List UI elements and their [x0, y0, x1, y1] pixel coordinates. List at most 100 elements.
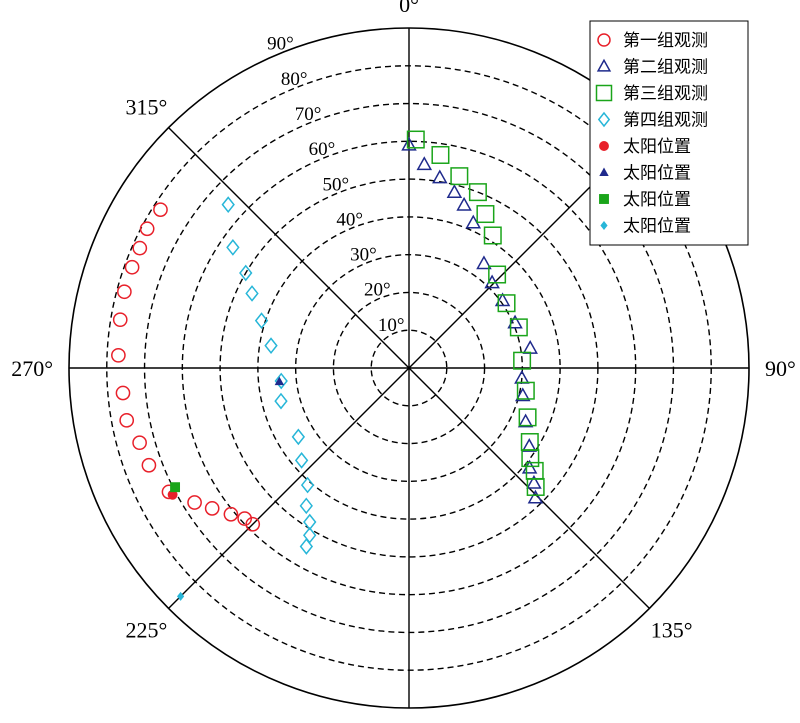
data-point	[517, 413, 534, 428]
data-point	[521, 449, 540, 468]
series-5	[274, 376, 285, 386]
data-point	[226, 239, 240, 256]
data-point	[401, 136, 417, 151]
data-point	[124, 259, 140, 275]
data-point	[497, 294, 516, 313]
legend-label: 太阳位置	[623, 217, 691, 237]
data-point	[223, 506, 239, 522]
data-point	[204, 501, 220, 516]
series-4	[167, 489, 178, 500]
data-point	[115, 385, 131, 401]
series-1	[401, 136, 544, 504]
data-point	[117, 284, 132, 300]
data-point	[239, 264, 253, 282]
data-points	[111, 130, 545, 601]
radial-tick-label: 80°	[281, 69, 308, 90]
data-point	[254, 312, 269, 330]
data-point	[132, 435, 147, 451]
radial-tick-label: 10°	[378, 315, 405, 336]
legend-marker	[599, 167, 609, 176]
data-point	[291, 428, 306, 446]
data-point	[507, 314, 523, 329]
radial-tick-label: 50°	[322, 174, 349, 195]
data-point	[416, 156, 433, 171]
data-point	[406, 130, 425, 149]
radial-tick-label: 30°	[350, 245, 377, 266]
angle-label-225: 225°	[125, 618, 167, 643]
data-point	[294, 452, 309, 469]
legend-marker	[597, 111, 611, 128]
data-point	[153, 202, 168, 218]
data-point	[516, 381, 535, 400]
data-point	[112, 312, 128, 328]
data-point	[521, 438, 538, 452]
series-7	[177, 591, 185, 601]
data-point	[170, 482, 181, 493]
data-point	[522, 340, 538, 354]
data-point	[264, 337, 278, 355]
data-point	[274, 372, 288, 390]
legend-label: 第一组观测	[623, 31, 708, 51]
angle-label-135: 135°	[651, 618, 693, 643]
data-point	[274, 392, 288, 410]
data-point	[303, 513, 317, 531]
data-point	[221, 196, 235, 213]
spoke-line	[168, 127, 410, 369]
legend-label: 太阳位置	[623, 190, 691, 210]
data-point	[274, 376, 285, 386]
legend-marker	[599, 194, 609, 204]
legend-label: 太阳位置	[623, 137, 691, 157]
data-point	[476, 205, 495, 224]
data-point	[139, 221, 155, 237]
spoke-line	[168, 367, 410, 609]
data-point	[132, 240, 148, 256]
data-point	[141, 457, 157, 473]
data-point	[299, 497, 313, 515]
legend-label: 第二组观测	[623, 58, 708, 78]
series-0	[111, 202, 261, 532]
angular-tick-labels: 0°90°135°180°225°270°315°	[11, 0, 796, 643]
data-point	[431, 145, 450, 164]
data-point	[446, 184, 463, 198]
data-point	[177, 591, 185, 601]
data-point	[518, 408, 537, 427]
data-point	[187, 495, 202, 510]
data-point	[245, 285, 259, 302]
data-point	[515, 387, 531, 402]
data-point	[468, 183, 487, 202]
data-point	[509, 318, 528, 337]
series-3	[221, 196, 317, 555]
legend-marker	[595, 84, 613, 102]
legend-box	[589, 20, 749, 246]
radial-tick-labels: 10° 20° 30° 40° 50° 60° 70° 80° 90°	[267, 34, 404, 336]
radial-tick-label: 20°	[364, 280, 391, 301]
data-point	[167, 489, 178, 500]
data-point	[299, 538, 314, 555]
data-point	[526, 477, 545, 496]
series-2	[406, 130, 545, 496]
angle-label-315: 315°	[125, 94, 167, 119]
data-point	[300, 476, 315, 494]
radial-tick-label: 40°	[336, 209, 363, 230]
data-point	[432, 169, 448, 184]
legend-marker	[596, 58, 612, 72]
radial-tick-label: 90°	[267, 34, 294, 55]
legend-marker	[600, 221, 608, 230]
data-point	[111, 347, 126, 363]
legend-label: 第三组观测	[623, 84, 708, 104]
angle-label-270: 270°	[11, 356, 53, 381]
legend-label: 第四组观测	[623, 111, 708, 131]
data-point	[513, 351, 532, 370]
legend-marker	[599, 141, 609, 151]
data-point	[526, 474, 542, 489]
legend-label: 太阳位置	[623, 164, 691, 184]
data-point	[483, 226, 502, 245]
radial-tick-label: 70°	[295, 104, 322, 125]
series-6	[170, 482, 181, 493]
data-point	[494, 292, 511, 307]
data-point	[456, 196, 472, 211]
radial-tick-label: 60°	[309, 139, 336, 160]
data-point	[119, 412, 135, 428]
